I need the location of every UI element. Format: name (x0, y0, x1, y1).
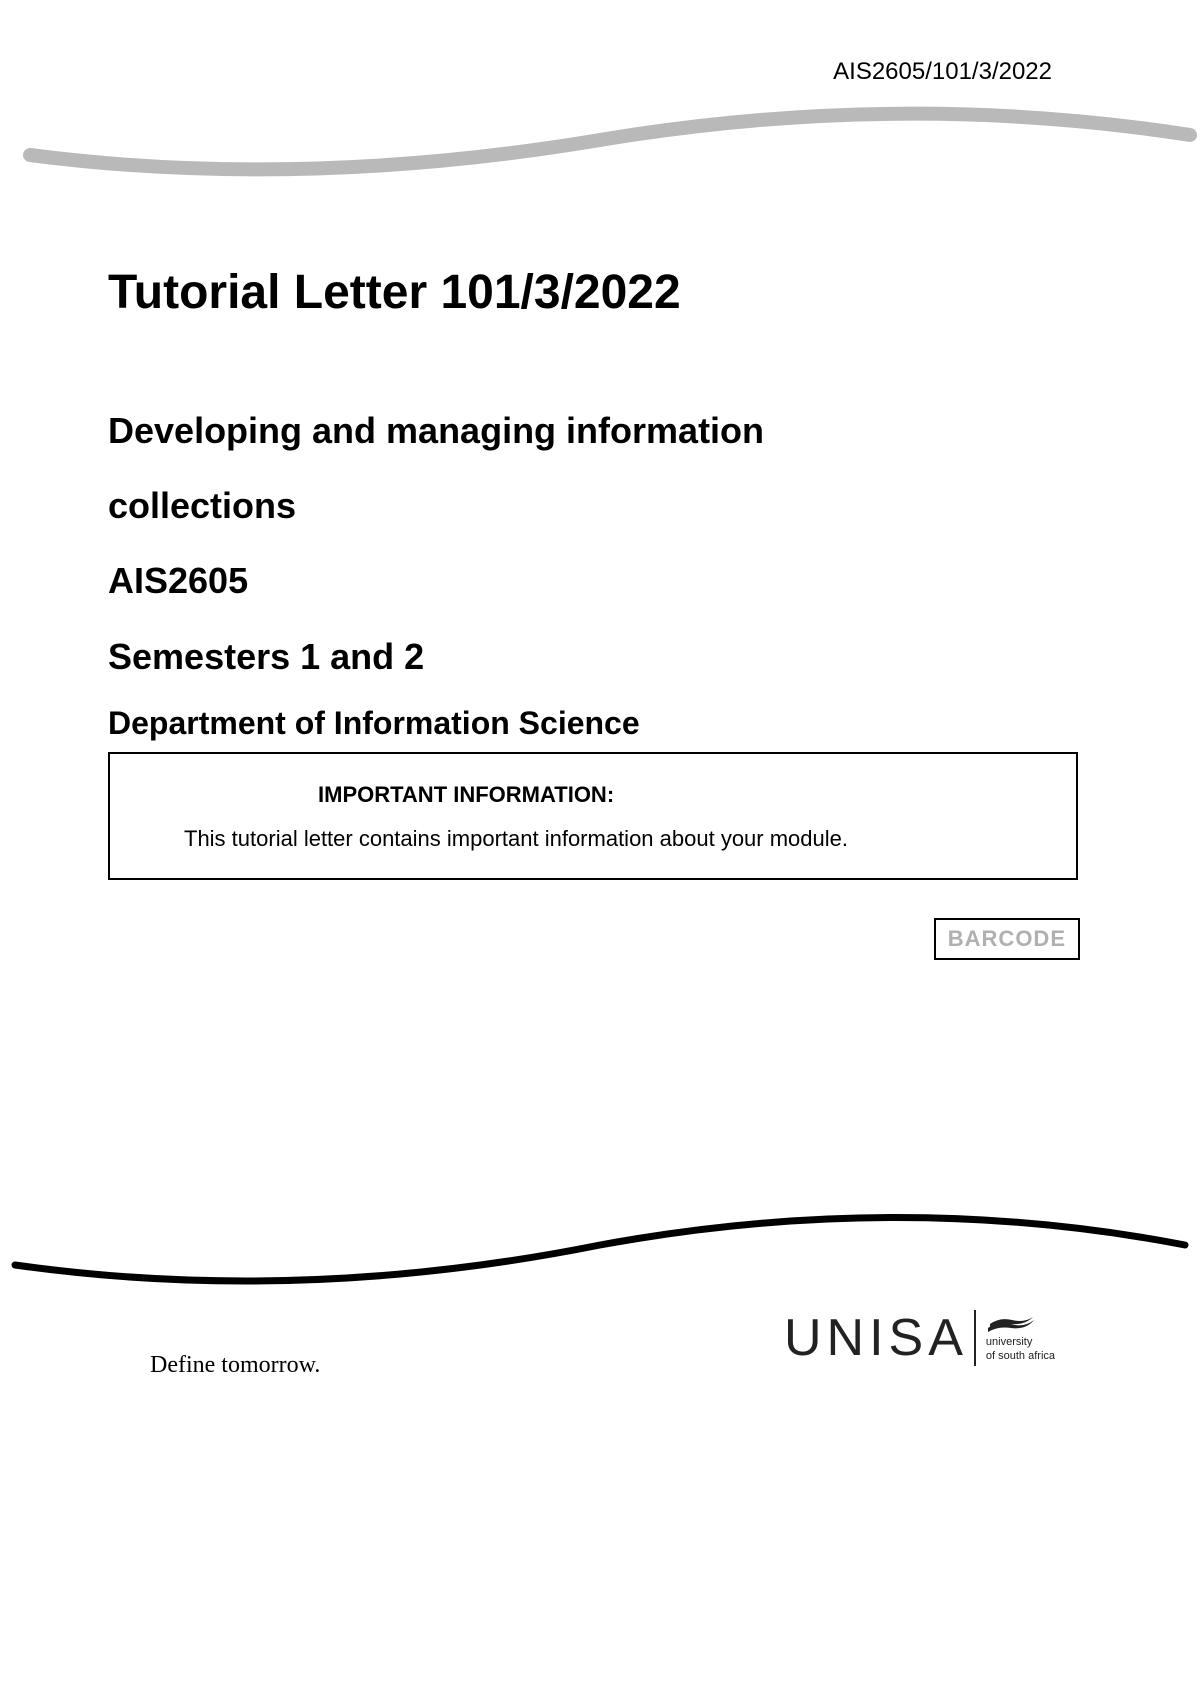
info-heading: IMPORTANT INFORMATION: (140, 782, 1046, 808)
barcode-placeholder: BARCODE (934, 918, 1080, 960)
important-info-box: IMPORTANT INFORMATION: This tutorial let… (108, 752, 1078, 880)
document-page: AIS2605/101/3/2022 Tutorial Letter 101/3… (0, 0, 1200, 1697)
logo-sub-line1: university (986, 1336, 1055, 1348)
semesters: Semesters 1 and 2 (108, 626, 1078, 687)
course-name-line1: Developing and managing information (108, 400, 1078, 461)
logo-text: UNISA (784, 1308, 968, 1368)
logo-divider (974, 1310, 976, 1366)
unisa-logo: UNISA university of south africa (784, 1308, 1055, 1368)
flame-icon (986, 1314, 1036, 1334)
info-text: This tutorial letter contains important … (140, 826, 1046, 852)
header-course-code: AIS2605/101/3/2022 (833, 58, 1052, 86)
subtitle-block: Developing and managing information coll… (108, 400, 1078, 742)
logo-right-block: university of south africa (986, 1314, 1055, 1362)
department: Department of Information Science (108, 705, 1078, 742)
top-decorative-swoosh (0, 100, 1200, 220)
logo-sub-line2: of south africa (986, 1350, 1055, 1362)
tutorial-letter-title: Tutorial Letter 101/3/2022 (108, 265, 681, 320)
course-code: AIS2605 (108, 550, 1078, 611)
tagline: Define tomorrow. (150, 1352, 320, 1379)
bottom-decorative-swoosh (0, 1195, 1200, 1315)
course-name-line2: collections (108, 475, 1078, 536)
